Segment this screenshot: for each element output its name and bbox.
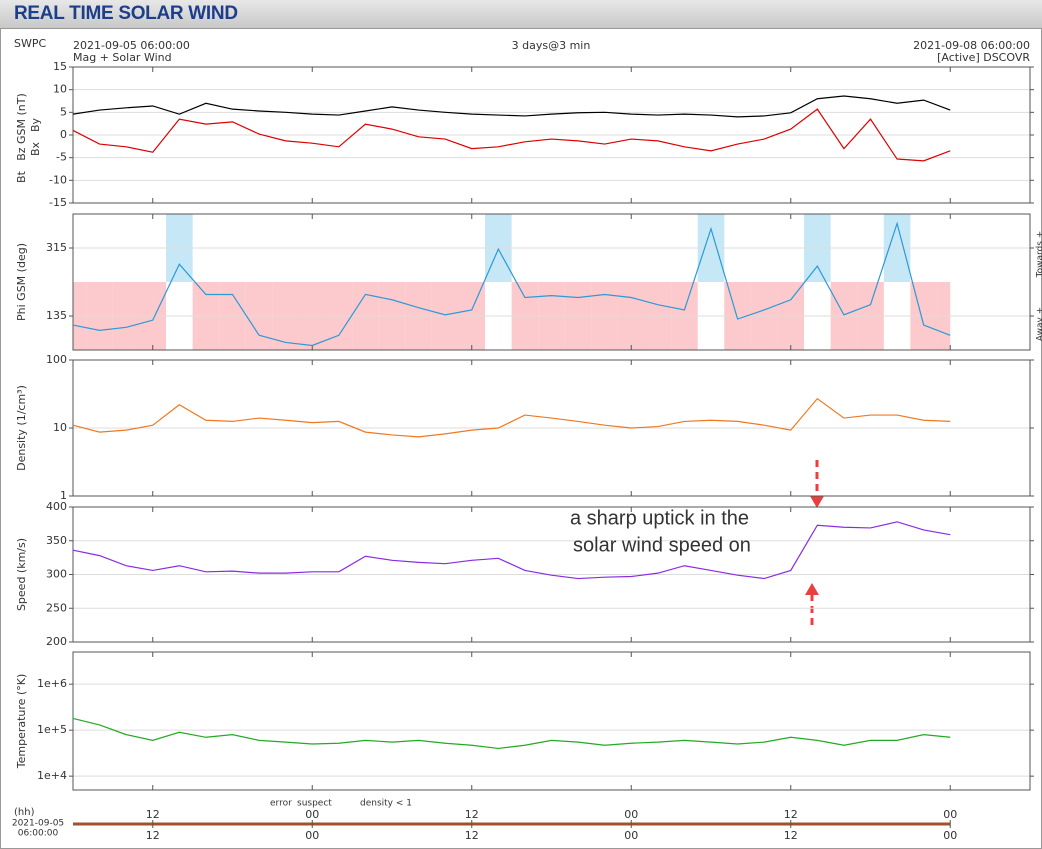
x-tick-label: 00 (943, 829, 957, 842)
x-tick-label: 00 (305, 829, 319, 842)
y-tick-label: -5 (56, 151, 67, 164)
x-tick-label: 12 (784, 829, 798, 842)
y-tick-label: -15 (49, 196, 67, 209)
start-time: 2021-09-05 06:00:00 (73, 39, 190, 52)
panel-frame (72, 359, 1031, 497)
y-tick-label: 15 (53, 60, 67, 73)
y-tick-label: 100 (46, 353, 67, 366)
x-tick-label: 12 (146, 808, 160, 821)
x-tick-label: 12 (465, 808, 479, 821)
series-line (72, 521, 951, 580)
subtitle: Mag + Solar Wind (73, 51, 172, 64)
sector-label: Towards + (1036, 231, 1042, 279)
series-line (72, 397, 951, 438)
end-time: 2021-09-08 06:00:00 (913, 39, 1030, 52)
page-title: REAL TIME SOLAR WIND (14, 3, 238, 24)
panel-frame (72, 651, 1031, 791)
y-tick-label: 315 (46, 241, 67, 254)
y-tick-label: 250 (46, 601, 67, 614)
y-axis-label: Temperature (°K) (15, 674, 28, 769)
y-tick-label: 1 (60, 489, 67, 502)
y-tick-label: 135 (46, 309, 67, 322)
y-tick-label: 1e+5 (37, 723, 67, 736)
panel-frame (72, 506, 1031, 643)
y-axis-label: Bt (15, 170, 28, 183)
annotation: a sharp uptick in the (570, 507, 749, 529)
panel-frame (72, 66, 1031, 204)
y-axis-label: Speed (km/s) (15, 538, 28, 611)
x-origin-label: 2021-09-05 (12, 819, 64, 829)
series-line (72, 717, 951, 750)
x-tick-label: 00 (624, 829, 638, 842)
y-tick-label: 10 (53, 421, 67, 434)
y-axis-label: Bz GSM (nT) (15, 93, 28, 161)
sector-label: Away + (1036, 307, 1042, 341)
y-tick-label: -10 (49, 173, 67, 186)
arrow-head (810, 496, 824, 508)
flag-legend: density < 1 (360, 799, 412, 809)
y-tick-label: 400 (46, 500, 67, 513)
x-tick-label: 00 (305, 808, 319, 821)
x-tick-label: 00 (624, 808, 638, 821)
y-axis-label: By (29, 117, 42, 132)
x-tick-label: 00 (943, 808, 957, 821)
x-origin-label: 06:00:00 (18, 829, 59, 839)
annotation: solar wind speed on (573, 534, 751, 556)
y-tick-label: 0 (60, 128, 67, 141)
arrow-head (805, 583, 819, 595)
y-tick-label: 10 (53, 83, 67, 96)
flag-legend: suspect (297, 799, 332, 809)
panel-frame (72, 213, 1031, 351)
flag-legend: error (270, 799, 292, 809)
y-tick-label: 1e+6 (37, 677, 67, 690)
y-tick-label: 300 (46, 568, 67, 581)
y-tick-label: 200 (46, 635, 67, 648)
y-tick-label: 5 (60, 105, 67, 118)
satellite-label: [Active] DSCOVR (937, 51, 1030, 64)
x-axis-label: (hh) (14, 807, 35, 818)
outer-frame (0, 28, 1042, 849)
y-tick-label: 1e+4 (37, 769, 67, 782)
span-label: 3 days@3 min (512, 39, 591, 52)
x-tick-label: 12 (146, 829, 160, 842)
x-tick-label: 12 (465, 829, 479, 842)
source-label: SWPC (14, 37, 46, 50)
x-tick-label: 12 (784, 808, 798, 821)
series-line (72, 95, 951, 118)
series-line (72, 221, 951, 347)
series-line (72, 108, 951, 162)
y-axis-label: Bx (29, 141, 42, 156)
y-axis-label: Density (1/cm³) (15, 385, 28, 471)
y-tick-label: 350 (46, 534, 67, 547)
annotation-arrows (805, 460, 824, 625)
y-axis-label: Phi GSM (deg) (15, 243, 28, 321)
